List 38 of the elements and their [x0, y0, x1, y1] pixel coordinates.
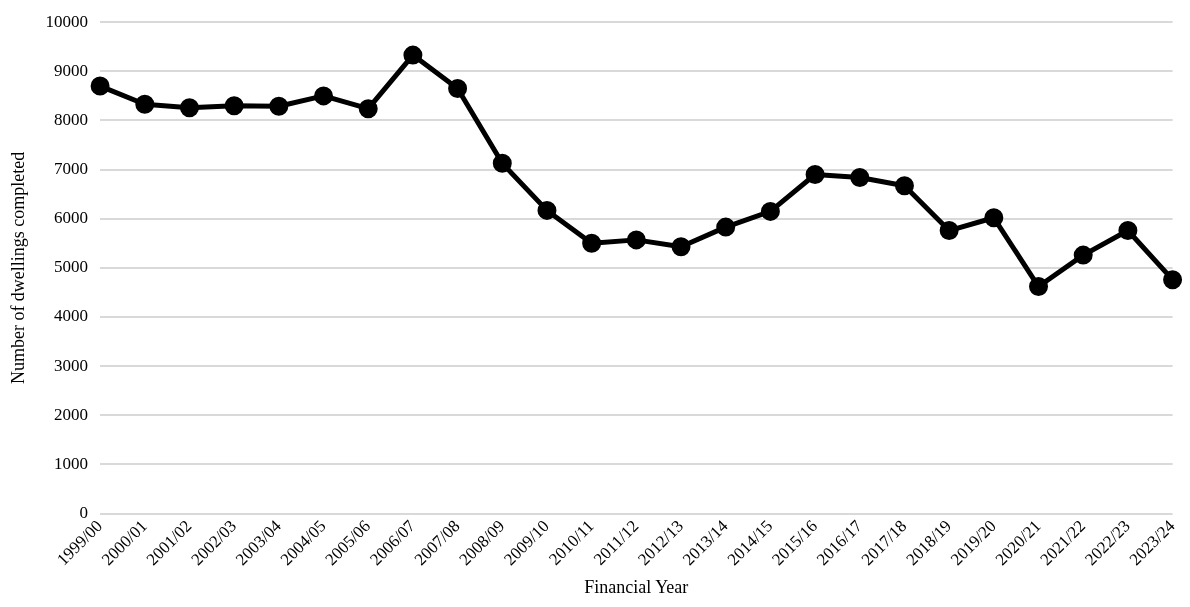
point [224, 96, 244, 116]
point [135, 94, 155, 114]
x-axis-title: Financial Year [584, 576, 689, 597]
point [1029, 277, 1049, 297]
y-tick-label: 7000 [54, 159, 89, 179]
y-tick-label: 1000 [54, 453, 89, 473]
point [1073, 245, 1093, 265]
y-tick-label: 9000 [54, 60, 89, 80]
point [716, 217, 736, 237]
point [1163, 270, 1183, 290]
point [850, 167, 870, 187]
point [314, 86, 334, 106]
point [448, 79, 468, 99]
point [939, 221, 959, 241]
y-axis-title: Number of dwellings completed [7, 151, 28, 385]
point [358, 99, 378, 119]
y-tick-label: 0 [79, 503, 89, 523]
point [671, 237, 691, 257]
y-tick-label: 2000 [54, 404, 89, 424]
point [984, 208, 1004, 228]
point [537, 200, 557, 220]
y-tick-label: 4000 [54, 306, 89, 326]
y-tick-label: 10000 [45, 11, 89, 31]
y-tick-label: 3000 [54, 355, 89, 375]
point [90, 76, 110, 96]
y-tick-label: 8000 [54, 109, 89, 129]
y-tick-label: 5000 [54, 257, 89, 277]
point [805, 165, 825, 185]
point [626, 230, 646, 250]
point [492, 153, 512, 173]
point [1118, 221, 1138, 241]
point [760, 201, 780, 221]
point [582, 233, 602, 253]
point [179, 98, 199, 118]
point [269, 96, 289, 116]
y-tick-label: 6000 [54, 208, 89, 228]
point [894, 176, 914, 196]
point [403, 45, 423, 65]
